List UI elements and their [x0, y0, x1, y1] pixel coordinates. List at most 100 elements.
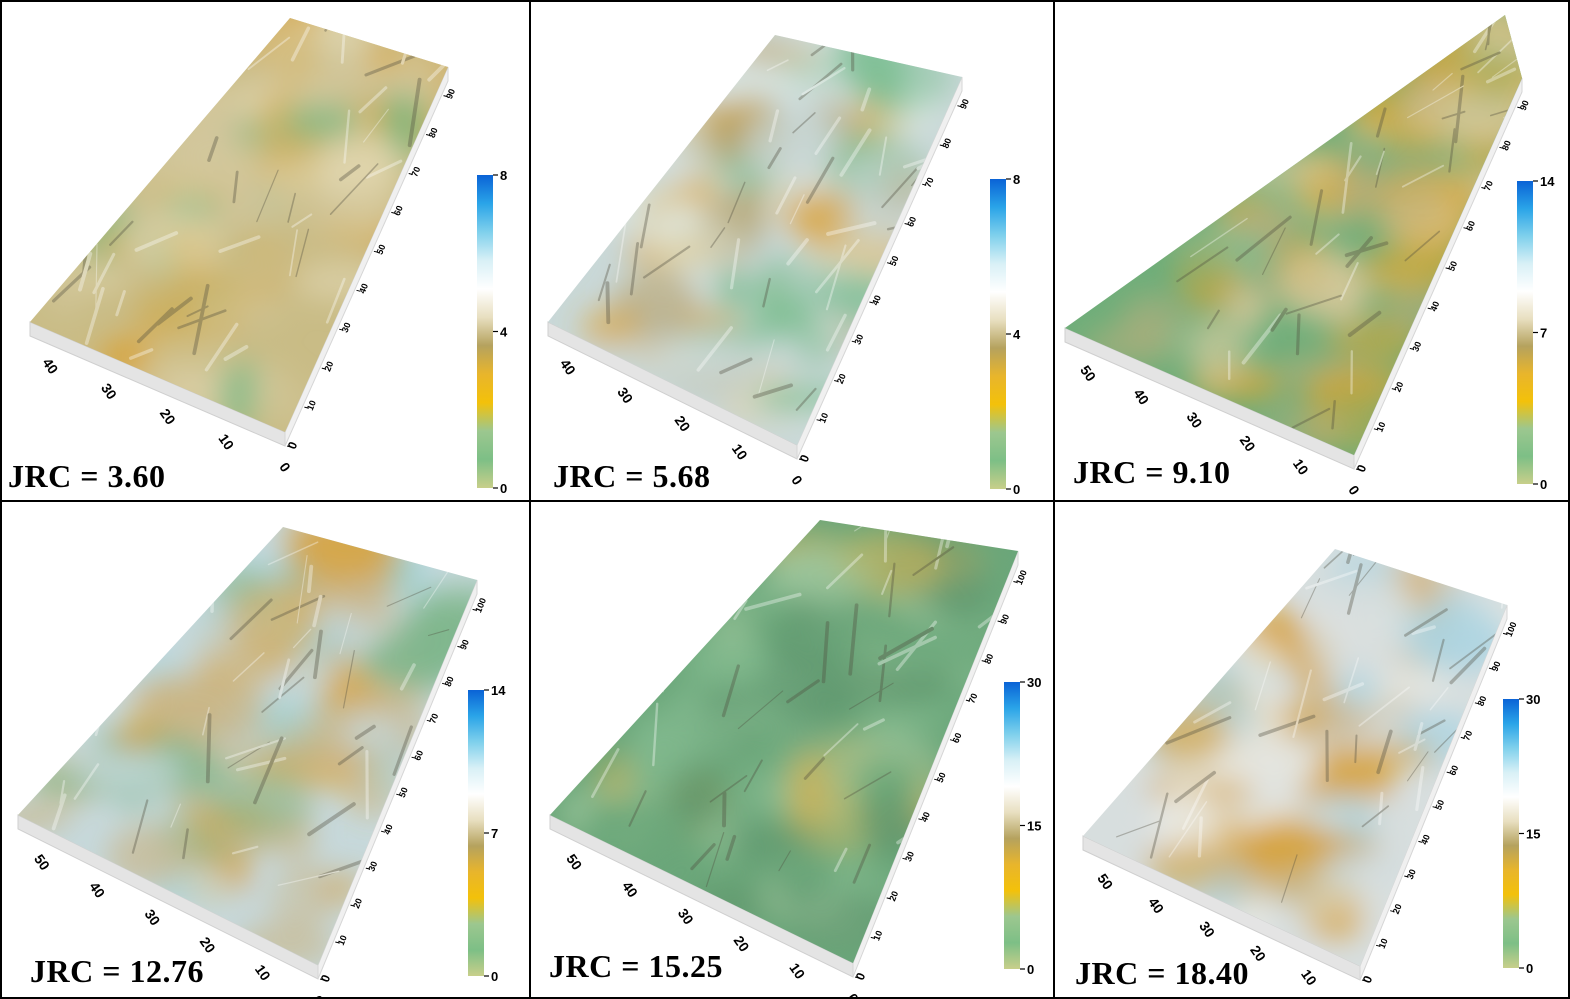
colorbar-max-label: 30 [1027, 675, 1041, 690]
jrc-label: JRC = 3.60 [8, 458, 166, 494]
axis-tick-label: 30 [675, 905, 697, 927]
axis-tick-label: 20 [672, 413, 694, 435]
axis-tick-label: 90 [998, 613, 1011, 626]
axis-tick-mark [902, 857, 907, 860]
axis-tick-mark [286, 445, 292, 448]
axis-tick-mark [798, 458, 804, 461]
colorbar-min-label: 0 [491, 969, 498, 984]
axis-tick-mark [1499, 146, 1504, 149]
colorbar-min-label: 0 [1013, 482, 1020, 497]
axis-tick-mark [957, 105, 962, 108]
axis-tick-label: 10 [336, 934, 349, 947]
colorbar-mid-label: 7 [491, 826, 498, 841]
axis-tick-label: 0 [285, 439, 301, 451]
axis-tick-mark [1502, 632, 1508, 635]
surface-plot: 0 10 20 30 40 50 60 70 80 90 100 0 10 20 30 40 50 30 15 0 [1082, 549, 1540, 997]
axis-tick-label: 10 [1374, 421, 1387, 434]
axis-tick-label: 50 [935, 771, 948, 784]
axis-tick-label: 80 [940, 137, 953, 150]
axis-tick-label: 0 [318, 972, 334, 984]
axis-tick-label: 40 [1130, 386, 1152, 408]
surface-texture [18, 527, 477, 965]
surface-shading [591, 520, 1011, 888]
colorbar [468, 690, 484, 976]
axis-tick-label: 30 [1410, 340, 1423, 353]
axis-tick-mark [1446, 771, 1451, 774]
axis-tick-label: 30 [340, 321, 353, 334]
axis-tick-label: 50 [1094, 871, 1116, 893]
frame-divider-horizontal [0, 500, 1570, 502]
axis-tick-mark [1474, 702, 1480, 705]
axis-tick-label: 60 [905, 215, 918, 228]
axis-tick-label: 80 [1500, 139, 1513, 152]
axis-tick-mark [834, 380, 839, 382]
axis-tick-label: 10 [871, 929, 884, 942]
axis-tick-label: 100 [1504, 620, 1519, 638]
axis-tick-mark [1418, 840, 1423, 843]
axis-tick-label: 70 [923, 176, 936, 189]
axis-tick-mark [1391, 388, 1396, 391]
axis-tick-label: 40 [557, 356, 579, 378]
axis-tick-label: 20 [731, 933, 753, 955]
panel-jrc-4: 0102030405060708090100010203040501470JRC… [2, 502, 529, 997]
axis-tick-mark [816, 419, 821, 422]
axis-tick-mark [922, 183, 927, 186]
axis-tick-mark [391, 211, 396, 214]
axis-tick-mark [965, 699, 971, 702]
axis-tick-mark [441, 682, 447, 685]
axis-tick-label: 0 [1354, 462, 1370, 474]
axis-tick-mark [408, 173, 413, 175]
axis-tick-label: 10 [786, 960, 808, 982]
axis-tick-label: 70 [966, 692, 979, 705]
axis-tick-label: 0 [1351, 993, 1369, 997]
axis-tick-label: 60 [392, 204, 405, 217]
axis-tick-label: 0 [797, 452, 813, 464]
axis-tick-label: 30 [1405, 868, 1418, 881]
surface-plot: 0102030405060708090100010203040501470 [17, 527, 506, 997]
axis-tick-label: 20 [322, 360, 335, 373]
axis-tick-mark [918, 818, 923, 821]
axis-tick-label: 70 [409, 165, 422, 178]
colorbar [1503, 699, 1519, 968]
axis-tick-mark [304, 406, 309, 409]
surface-shading [1116, 549, 1507, 903]
axis-tick-label: 50 [31, 851, 53, 873]
axis-tick-label: 40 [870, 294, 883, 307]
axis-tick-label: 60 [951, 731, 964, 744]
axis-tick-mark [997, 620, 1002, 623]
jrc-label: JRC = 18.40 [1075, 955, 1249, 991]
panel-jrc-1: 0 10 20 30 40 50 60 70 80 90 0 10 20 30 40 8 4 0 JRC = 3.6… [2, 2, 529, 500]
axis-tick-label: 20 [835, 372, 848, 385]
jrc-label: JRC = 12.76 [30, 953, 204, 989]
axis-tick-label: 10 [1290, 456, 1312, 478]
axis-tick-label: 20 [1391, 902, 1404, 915]
axis-tick-mark [1409, 347, 1414, 350]
axis-tick-mark [411, 756, 416, 759]
axis-tick-label: 90 [444, 87, 457, 100]
colorbar-min-label: 0 [1540, 477, 1547, 492]
colorbar [477, 175, 493, 488]
axis-tick-label: 10 [729, 441, 751, 463]
axis-tick-label: 0 [788, 472, 806, 488]
axis-tick-mark [1361, 979, 1367, 982]
colorbar-mid-label: 7 [1540, 326, 1547, 341]
axis-tick-mark [1373, 428, 1379, 431]
colorbar-max-label: 30 [1526, 692, 1540, 707]
axis-tick-label: 20 [1392, 380, 1405, 393]
axis-tick-mark [1488, 667, 1494, 670]
axis-tick-mark [350, 904, 355, 907]
axis-tick-label: 0 [276, 459, 294, 475]
axis-tick-mark [321, 367, 326, 370]
axis-tick-label: 0 [1360, 973, 1376, 985]
axis-tick-label: 10 [252, 962, 274, 984]
axis-tick-label: 70 [1482, 179, 1495, 192]
axis-tick-mark [426, 719, 431, 722]
surface-shading [1176, 15, 1522, 430]
axis-tick-mark [854, 976, 860, 979]
surface-shading [51, 18, 447, 372]
axis-tick-label: 30 [614, 384, 636, 406]
axis-tick-mark [1355, 468, 1361, 471]
